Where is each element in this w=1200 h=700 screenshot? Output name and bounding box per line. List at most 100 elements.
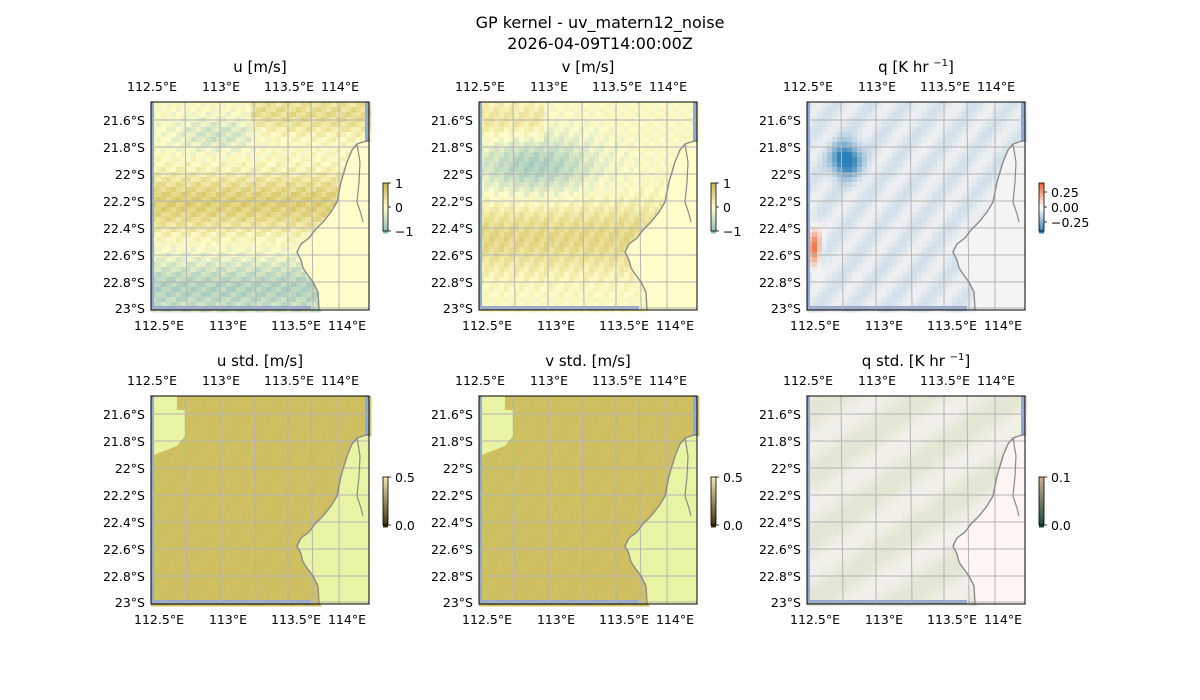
heatmap-cell [504, 262, 510, 268]
heatmap-cell [972, 152, 978, 158]
heatmap-cell [514, 247, 520, 253]
heatmap-cell [301, 272, 307, 278]
heatmap-cell [539, 132, 545, 138]
heatmap-cell [221, 107, 227, 113]
heatmap-cell [206, 112, 212, 118]
heatmap-cell [857, 187, 863, 193]
x-tick-label-top: 112.5°E [455, 79, 505, 94]
heatmap-cell [564, 142, 570, 148]
heatmap-cell [281, 282, 287, 288]
heatmap-cell [634, 297, 640, 303]
heatmap-cell [624, 167, 630, 173]
heatmap-cell [256, 302, 262, 308]
heatmap-cell [201, 406, 207, 412]
heatmap-cell [504, 287, 510, 293]
heatmap-cell [201, 302, 207, 308]
heatmap-cell [867, 277, 873, 283]
heatmap-cell [494, 292, 500, 298]
heatmap-cell [832, 122, 838, 128]
heatmap-cell [907, 292, 913, 298]
heatmap-cell [529, 272, 535, 278]
heatmap-cell [887, 147, 893, 153]
heatmap-cell [206, 162, 212, 168]
heatmap-cell [534, 257, 540, 263]
ocean-strip [1021, 102, 1025, 142]
heatmap-cell [321, 107, 327, 113]
heatmap-cell [326, 107, 332, 113]
heatmap-cell [589, 152, 595, 158]
heatmap-cell [942, 247, 948, 253]
heatmap-cell [862, 212, 868, 218]
heatmap-cell [614, 257, 620, 263]
heatmap-cell [231, 396, 237, 402]
heatmap-cell [196, 207, 202, 213]
heatmap-cell [882, 172, 888, 178]
heatmap-cell [529, 157, 535, 163]
heatmap-cell [211, 232, 217, 238]
heatmap-cell [316, 406, 322, 412]
heatmap-cell [684, 132, 690, 138]
heatmap-cell [276, 167, 282, 173]
heatmap-cell [827, 112, 833, 118]
heatmap-cell [504, 212, 510, 218]
heatmap-cell [281, 302, 287, 308]
heatmap-cell [306, 177, 312, 183]
heatmap-cell [822, 247, 828, 253]
heatmap-cell [649, 217, 655, 223]
heatmap-cell [286, 297, 292, 303]
heatmap-cell [296, 227, 302, 233]
heatmap-cell [494, 297, 500, 303]
heatmap-cell [176, 202, 182, 208]
heatmap-cell [256, 227, 262, 233]
heatmap-cell [519, 217, 525, 223]
heatmap-cell [286, 406, 292, 412]
heatmap-cell [241, 262, 247, 268]
heatmap-cell [494, 197, 500, 203]
heatmap-cell [216, 282, 222, 288]
heatmap-cell [534, 102, 540, 108]
heatmap-cell [221, 202, 227, 208]
heatmap-cell [534, 202, 540, 208]
heatmap-cell [937, 267, 943, 273]
heatmap-cell [812, 112, 818, 118]
heatmap-cell [629, 222, 635, 228]
heatmap-cell [301, 187, 307, 193]
heatmap-cell [261, 132, 267, 138]
heatmap-cell [499, 107, 505, 113]
heatmap-cell [827, 227, 833, 233]
heatmap-cell [539, 287, 545, 293]
heatmap-cell [301, 406, 307, 412]
heatmap-cell [156, 167, 162, 173]
heatmap-cell [952, 187, 958, 193]
heatmap-cell [251, 267, 257, 273]
heatmap-cell [897, 187, 903, 193]
heatmap-cell [276, 297, 282, 303]
heatmap-cell [246, 142, 252, 148]
heatmap-cell [847, 167, 853, 173]
heatmap-cell [251, 222, 257, 228]
heatmap-cell [176, 292, 182, 298]
heatmap-cell [827, 187, 833, 193]
heatmap-cell [957, 102, 963, 108]
heatmap-cell [877, 127, 883, 133]
heatmap-cell [261, 152, 267, 158]
heatmap-cell [967, 152, 973, 158]
heatmap-cell [609, 212, 615, 218]
heatmap-cell [852, 132, 858, 138]
heatmap-cell [251, 257, 257, 263]
heatmap-cell [161, 187, 167, 193]
heatmap-cell [942, 207, 948, 213]
heatmap-cell [1012, 122, 1018, 128]
heatmap-cell [509, 167, 515, 173]
y-tick-label: 22.4°S [431, 221, 473, 236]
heatmap-cell [569, 192, 575, 198]
heatmap-cell [241, 247, 247, 253]
heatmap-cell [231, 406, 237, 412]
heatmap-cell [594, 287, 600, 293]
heatmap-cell [877, 262, 883, 268]
heatmap-cell [932, 242, 938, 248]
heatmap-cell [534, 227, 540, 233]
heatmap-cell [867, 127, 873, 133]
heatmap-cell [549, 302, 555, 308]
heatmap-cell [589, 142, 595, 148]
